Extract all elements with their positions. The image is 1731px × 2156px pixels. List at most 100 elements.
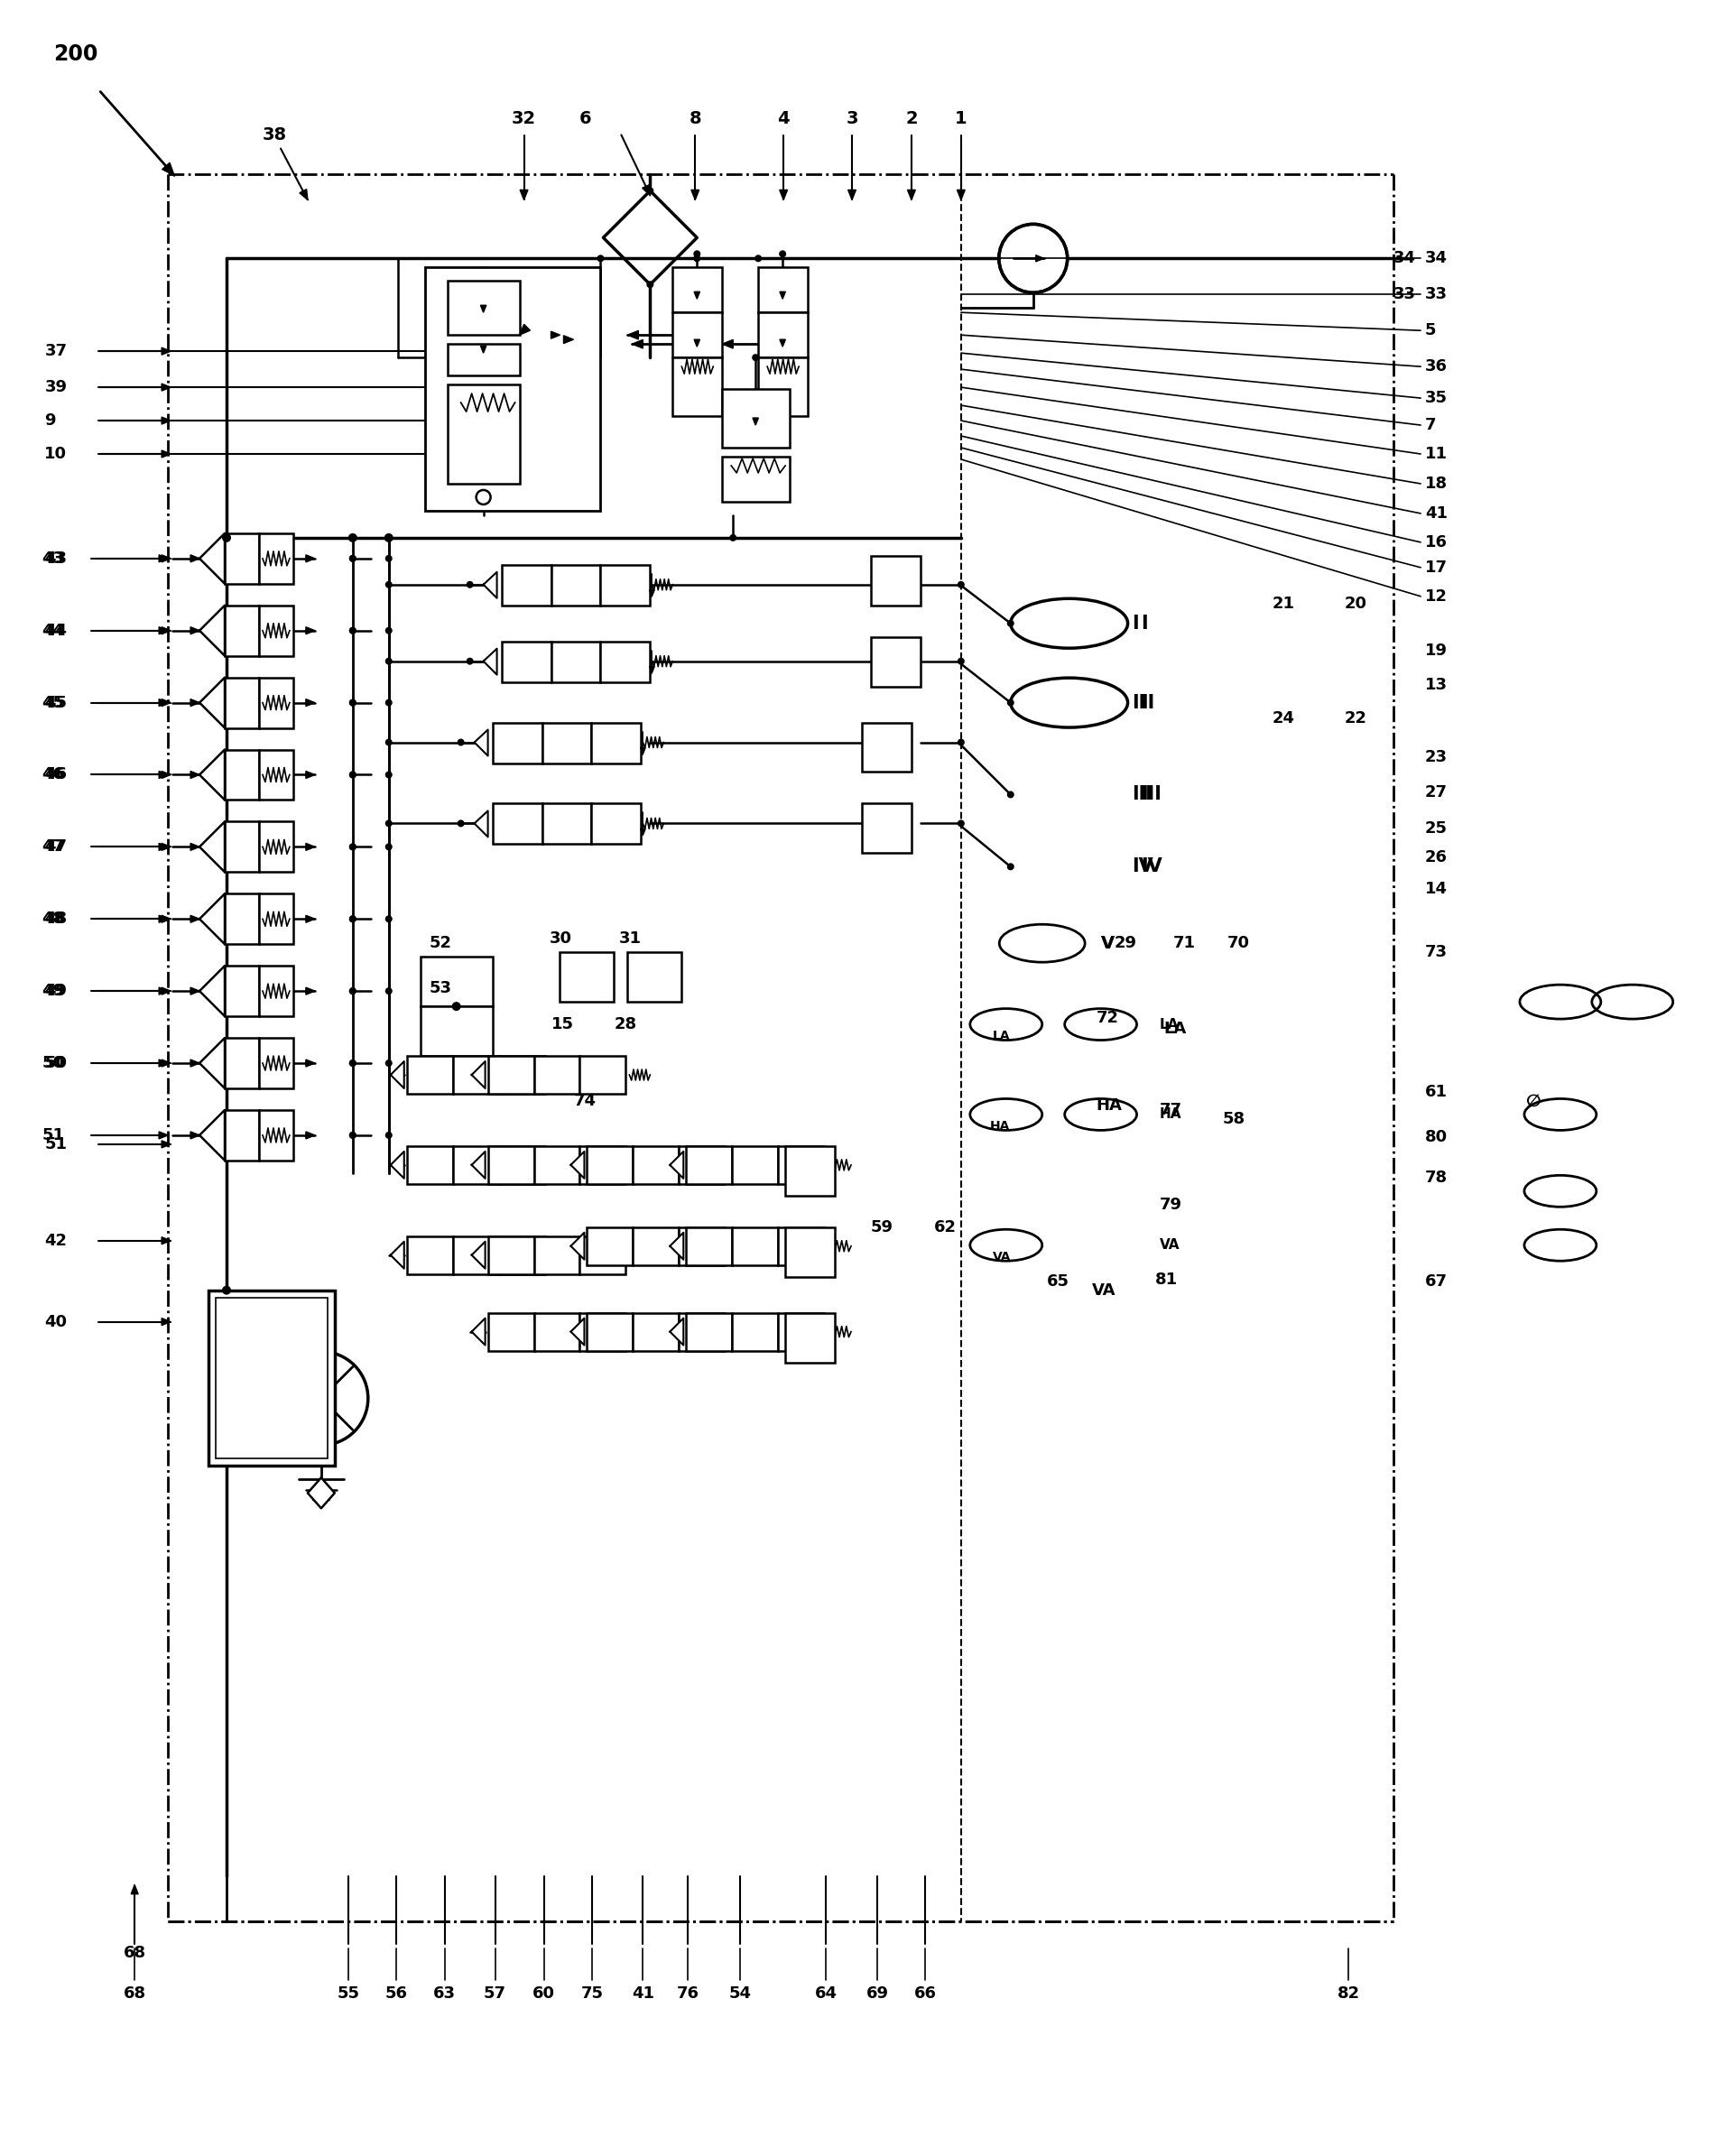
Polygon shape xyxy=(190,1059,199,1067)
Text: 26: 26 xyxy=(1425,849,1447,867)
Bar xyxy=(488,1313,533,1350)
Polygon shape xyxy=(306,987,315,994)
Polygon shape xyxy=(632,341,642,349)
Text: V: V xyxy=(1101,936,1115,951)
Text: 44: 44 xyxy=(45,623,68,638)
Polygon shape xyxy=(161,384,171,390)
Bar xyxy=(786,1147,834,1197)
Polygon shape xyxy=(779,338,786,347)
Bar xyxy=(580,1235,627,1274)
Bar xyxy=(580,1147,627,1184)
Text: 52: 52 xyxy=(429,936,452,951)
Polygon shape xyxy=(483,649,497,675)
Text: 14: 14 xyxy=(1425,882,1447,897)
Text: 58: 58 xyxy=(1222,1110,1245,1128)
Polygon shape xyxy=(190,554,199,563)
Bar xyxy=(871,636,921,686)
Text: 36: 36 xyxy=(1425,358,1447,375)
Bar xyxy=(542,722,592,763)
Circle shape xyxy=(350,772,357,778)
Text: 75: 75 xyxy=(582,1986,604,2001)
Circle shape xyxy=(384,533,393,543)
Bar xyxy=(533,1313,580,1350)
Bar xyxy=(871,556,921,606)
Polygon shape xyxy=(642,185,651,196)
Circle shape xyxy=(348,533,357,543)
Bar xyxy=(216,1298,327,1460)
Text: 50: 50 xyxy=(42,1054,64,1072)
Bar xyxy=(786,1227,834,1276)
Circle shape xyxy=(222,533,230,543)
Circle shape xyxy=(350,1132,357,1138)
Polygon shape xyxy=(564,336,573,343)
Text: 57: 57 xyxy=(485,1986,507,2001)
Bar xyxy=(225,1037,260,1089)
Bar xyxy=(492,722,542,763)
Polygon shape xyxy=(199,606,225,655)
Polygon shape xyxy=(190,627,199,634)
Bar xyxy=(587,1227,634,1266)
Circle shape xyxy=(386,740,393,746)
Text: 68: 68 xyxy=(123,1986,145,2001)
Polygon shape xyxy=(159,987,168,994)
Text: 33: 33 xyxy=(1393,287,1416,302)
Circle shape xyxy=(386,658,393,664)
Polygon shape xyxy=(199,677,225,729)
Bar xyxy=(550,565,601,606)
Bar xyxy=(260,1037,293,1089)
Text: 61: 61 xyxy=(1425,1084,1447,1100)
Circle shape xyxy=(457,740,464,746)
Bar xyxy=(634,1227,679,1266)
Circle shape xyxy=(350,843,357,849)
Bar xyxy=(407,1235,454,1274)
Polygon shape xyxy=(391,1242,403,1268)
Text: II: II xyxy=(1141,694,1155,711)
Polygon shape xyxy=(161,843,171,849)
Circle shape xyxy=(350,1132,357,1138)
Polygon shape xyxy=(779,190,788,201)
Text: 41: 41 xyxy=(632,1986,654,2001)
Circle shape xyxy=(350,987,357,994)
Polygon shape xyxy=(957,190,964,201)
Text: HA: HA xyxy=(990,1119,1009,1132)
Polygon shape xyxy=(306,699,315,707)
Text: LA: LA xyxy=(1163,1020,1186,1037)
Polygon shape xyxy=(190,772,199,778)
Text: 71: 71 xyxy=(1174,936,1196,951)
Polygon shape xyxy=(640,748,646,755)
Polygon shape xyxy=(132,1884,138,1893)
Bar xyxy=(601,640,651,681)
Text: 69: 69 xyxy=(866,1986,888,2001)
Polygon shape xyxy=(190,699,199,707)
Circle shape xyxy=(755,254,762,263)
Polygon shape xyxy=(306,627,315,634)
Text: I: I xyxy=(1132,614,1139,632)
Polygon shape xyxy=(471,1242,485,1268)
Text: 70: 70 xyxy=(1227,936,1250,951)
Polygon shape xyxy=(481,345,486,354)
Polygon shape xyxy=(670,1151,684,1179)
Text: 16: 16 xyxy=(1425,535,1447,550)
Polygon shape xyxy=(483,571,497,597)
Polygon shape xyxy=(199,1037,225,1089)
Circle shape xyxy=(386,1059,393,1067)
Text: 28: 28 xyxy=(615,1015,637,1033)
Circle shape xyxy=(350,916,357,923)
Circle shape xyxy=(350,554,357,563)
Circle shape xyxy=(350,627,357,634)
Text: 7: 7 xyxy=(1425,416,1437,433)
Circle shape xyxy=(779,250,786,257)
Text: 11: 11 xyxy=(1425,446,1447,461)
Polygon shape xyxy=(159,916,168,923)
Circle shape xyxy=(350,987,357,994)
Bar xyxy=(447,345,519,375)
Text: 19: 19 xyxy=(1425,642,1447,658)
Bar xyxy=(260,606,293,655)
Polygon shape xyxy=(571,1151,585,1179)
Polygon shape xyxy=(161,772,171,778)
Text: 34: 34 xyxy=(1425,250,1447,267)
Text: 44: 44 xyxy=(42,623,64,638)
Polygon shape xyxy=(474,811,488,837)
Polygon shape xyxy=(907,190,916,201)
Polygon shape xyxy=(159,699,168,707)
